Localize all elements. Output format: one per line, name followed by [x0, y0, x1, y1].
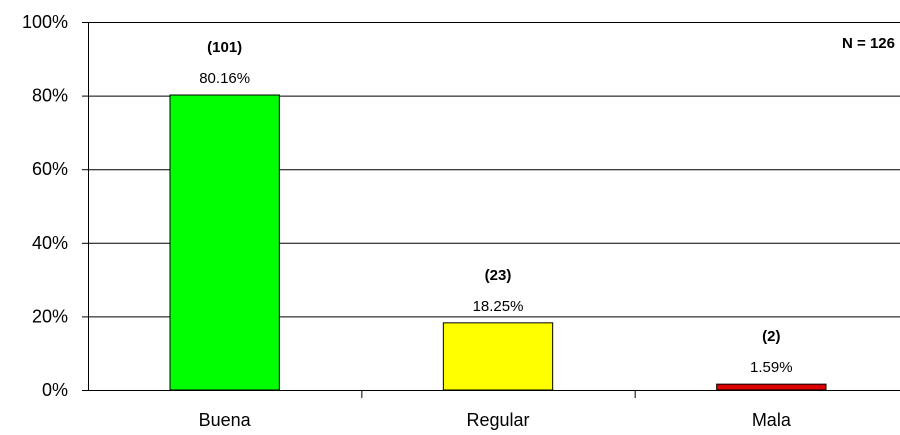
- x-axis: Buena Regular Mala: [88, 390, 900, 430]
- sample-size-annotation: N = 126: [842, 35, 895, 52]
- y-axis-ticks: 0% 20% 40% 60% 80% 100%: [22, 12, 89, 400]
- count-label: (23): [485, 267, 512, 284]
- percent-label: 1.59%: [750, 359, 793, 376]
- x-category-label: Buena: [199, 410, 252, 430]
- bar-buena: [169, 94, 280, 391]
- x-category-label: Mala: [752, 410, 792, 430]
- y-tick-label: 40%: [32, 233, 68, 253]
- bar-mala: [716, 383, 827, 391]
- y-tick-label: 100%: [22, 12, 68, 32]
- y-tick-label: 60%: [32, 159, 68, 179]
- percent-label: 18.25%: [473, 298, 524, 315]
- bar-regular: [442, 322, 554, 391]
- bars: [169, 94, 827, 391]
- y-tick-label: 80%: [32, 86, 68, 106]
- y-tick-label: 0%: [42, 380, 68, 400]
- x-category-label: Regular: [466, 410, 529, 430]
- data-labels: 80.16% (101) 18.25% (23) 1.59% (2): [199, 39, 792, 376]
- count-label: (101): [207, 39, 242, 56]
- count-label: (2): [762, 328, 780, 345]
- y-tick-label: 20%: [32, 306, 68, 326]
- percent-label: 80.16%: [199, 70, 250, 87]
